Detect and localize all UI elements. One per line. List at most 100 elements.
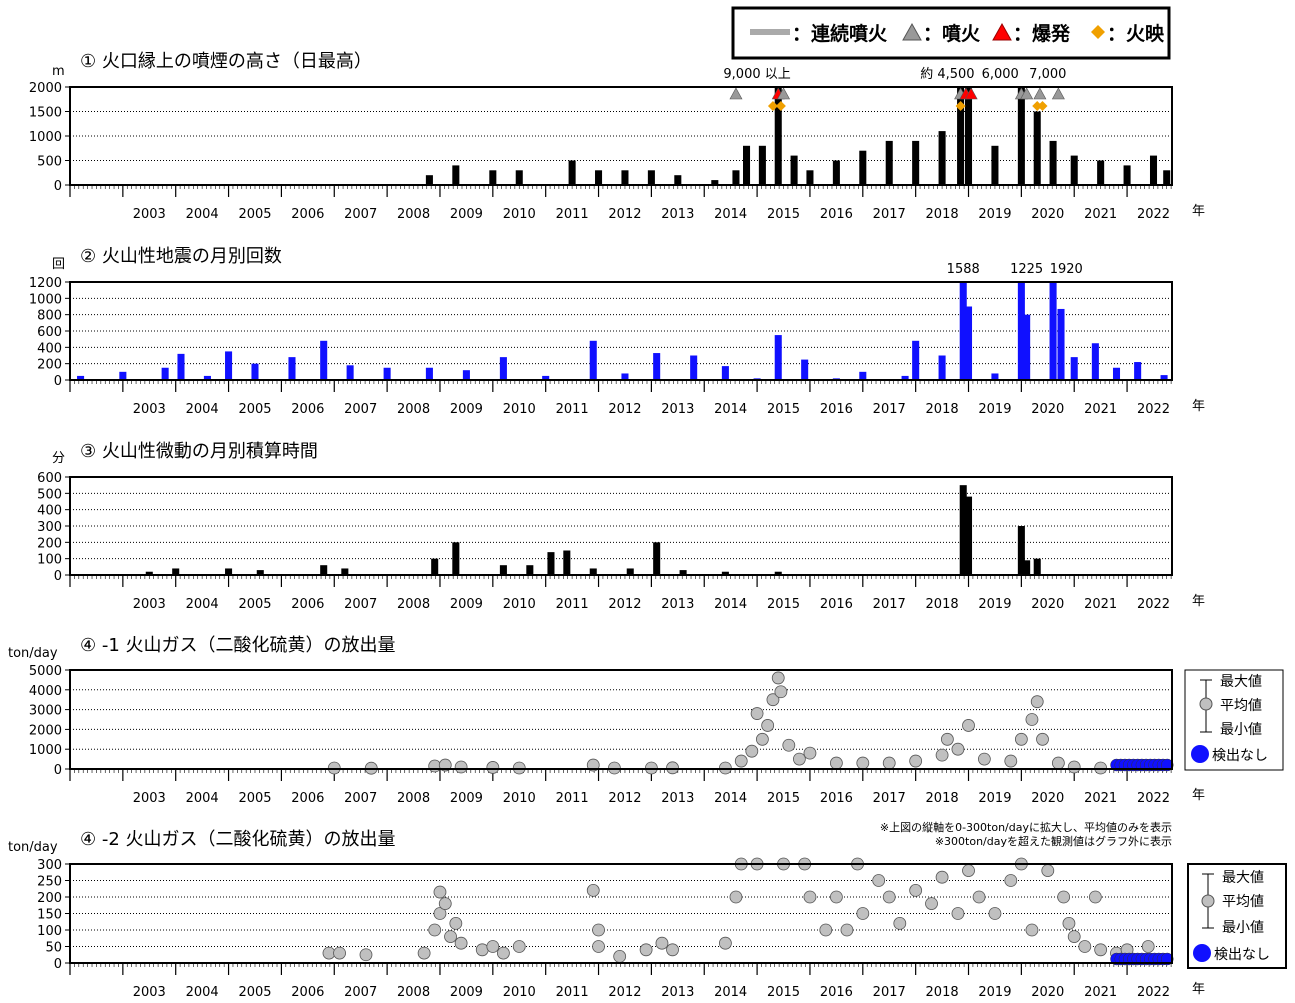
tremor-xtick-label: 2005 — [238, 597, 271, 612]
legend-incandescence: ：火映 — [1107, 23, 1165, 45]
gas1-point — [755, 732, 769, 746]
plume-xtick-label: 2007 — [344, 207, 377, 222]
quake-ytick-label: 200 — [37, 358, 62, 373]
tremor-bar — [679, 570, 687, 575]
gas2-point — [729, 890, 743, 904]
gas2-point — [592, 940, 605, 953]
gas1-point — [750, 707, 764, 720]
gas2-point — [962, 864, 975, 877]
gas1-point — [1036, 732, 1049, 746]
plume-bar — [790, 155, 798, 185]
gas1-point — [829, 756, 843, 770]
quake-bar — [1023, 314, 1031, 380]
gas1-xtick-label: 2008 — [397, 791, 430, 806]
gas2-point — [454, 936, 468, 950]
gas1-point — [666, 761, 679, 775]
tremor-xtick-label: 2007 — [344, 597, 377, 612]
plume-title: ① 火口縁上の噴煙の高さ（日最高） — [80, 51, 372, 72]
gas1-ytick-label: 0 — [54, 763, 62, 778]
tremor-xtick-label: 2016 — [820, 597, 853, 612]
tremor-bar — [1033, 558, 1041, 575]
quake-bar — [690, 355, 698, 380]
gas1-point — [792, 752, 806, 766]
gas2-xtick-label: 2011 — [556, 985, 589, 1000]
gas2-ytick-label: 250 — [37, 875, 62, 890]
tremor-bar — [499, 565, 507, 575]
gas2-point — [655, 936, 669, 950]
plume-bar — [806, 170, 814, 185]
gas2-point — [882, 890, 896, 904]
quake-bar — [653, 353, 661, 380]
quake-bar — [542, 375, 550, 380]
gas1-point — [782, 738, 796, 752]
tremor-bar — [320, 565, 328, 575]
gas2-ytick-label: 300 — [37, 858, 62, 873]
gas2-point — [893, 917, 907, 930]
plume-annotation: 7,000 — [1029, 67, 1066, 82]
tremor-unit: 分 — [52, 451, 65, 466]
gas2-point — [1088, 890, 1102, 904]
gas1-xtick-label: 2005 — [238, 791, 271, 806]
gas1-xtick-label: 2016 — [820, 791, 853, 806]
event-triangle — [729, 87, 743, 100]
gas1-xtick-label: 2020 — [1031, 791, 1064, 806]
legend-explosion: ：爆発 — [1013, 22, 1071, 45]
plume-bar — [1033, 111, 1041, 185]
plume-bar — [1070, 155, 1078, 185]
gas1-point — [486, 761, 500, 774]
gas1-point — [734, 754, 748, 768]
plume-xtick-label: 2020 — [1031, 207, 1064, 222]
explosion-icon — [992, 22, 1012, 41]
gas2-point — [586, 884, 600, 897]
top-legend: ：連続噴火 ：噴火 ：爆発 ：火映 — [731, 6, 1171, 60]
quake-xtick-label: 2020 — [1031, 402, 1064, 417]
quake-bar — [589, 340, 597, 380]
quake-xtick-label: 2011 — [556, 402, 589, 417]
gas2-point — [829, 890, 843, 904]
gas2-xtick-label: 2006 — [291, 985, 324, 1000]
gas2-xtick-label: 2020 — [1031, 985, 1064, 1000]
gas2-xtick-label: 2003 — [133, 985, 166, 1000]
quake-bar — [901, 375, 909, 380]
gas2-point — [819, 923, 833, 937]
quake-ytick-label: 800 — [37, 309, 62, 324]
side-legend-min-2: 最小値 — [1222, 920, 1264, 936]
gas1-ytick-label: 2000 — [29, 723, 62, 738]
gas1-point — [745, 744, 759, 758]
gas2-point — [475, 943, 489, 957]
plume-annotation: 6,000 — [982, 67, 1019, 82]
gas1-panel: ④ -1 火山ガス（二酸化硫黄）の放出量 ton/day 5000 4000 3000 2… — [8, 635, 1205, 806]
plume-bar — [732, 170, 740, 185]
plume-bar — [647, 170, 655, 185]
gas2-point — [417, 946, 431, 960]
side-legend-max: 最大値 — [1220, 674, 1262, 690]
incandescence-marker — [1037, 101, 1048, 111]
gas2-point — [433, 907, 447, 920]
tremor-bar — [256, 570, 264, 575]
gas1-point — [771, 671, 785, 685]
gas2-xtick-label: 2008 — [397, 985, 430, 1000]
quake-bar — [119, 371, 127, 380]
gas2-point — [718, 936, 732, 950]
gas2-point — [433, 885, 447, 899]
quake-bar — [203, 375, 211, 380]
quake-bar — [161, 367, 169, 380]
quake-year-suffix: 年 — [1192, 399, 1205, 414]
quake-bar — [801, 359, 809, 380]
eruption-icon — [902, 22, 922, 41]
gas2-point — [1078, 940, 1092, 953]
tremor-xtick-label: 2010 — [503, 597, 536, 612]
gas1-unit: ton/day — [8, 646, 58, 661]
tremor-bar — [626, 568, 634, 575]
quake-ytick-label: 0 — [54, 374, 62, 389]
gas1-xtick-label: 2013 — [661, 791, 694, 806]
event-triangle — [777, 87, 791, 100]
gas1-point — [882, 756, 896, 770]
event-triangle — [964, 87, 978, 100]
tremor-ytick-label: 100 — [37, 553, 62, 568]
incandescence-icon — [1091, 25, 1105, 39]
quake-bar — [912, 340, 920, 380]
gas1-point — [951, 742, 965, 756]
quake-bar — [177, 353, 185, 380]
